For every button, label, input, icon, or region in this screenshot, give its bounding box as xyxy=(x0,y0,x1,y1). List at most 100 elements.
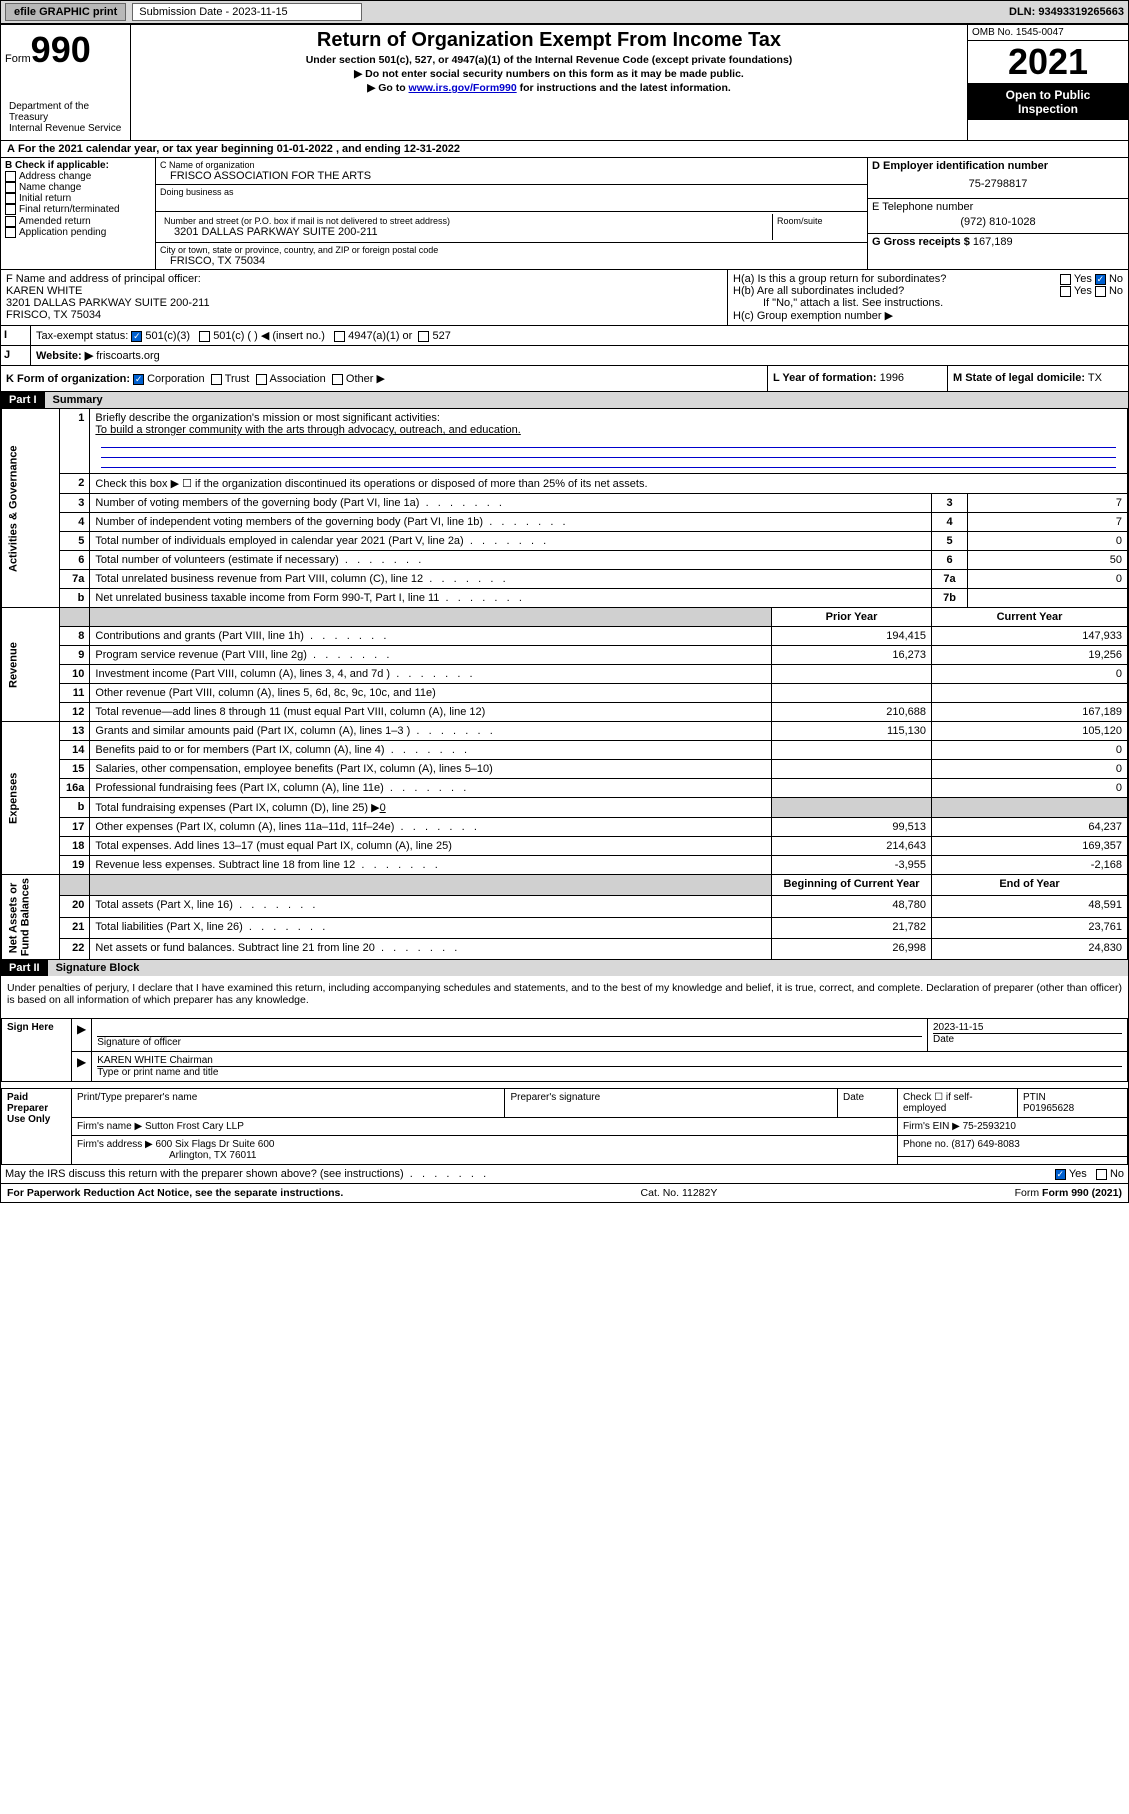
line-18-label: Total expenses. Add lines 13–17 (must eq… xyxy=(95,840,451,852)
line-20-prior: 48,780 xyxy=(772,896,932,917)
cb-ha-yes[interactable] xyxy=(1060,274,1071,285)
ein-value: 75-2798817 xyxy=(872,172,1124,196)
org-name: FRISCO ASSOCIATION FOR THE ARTS xyxy=(170,170,863,182)
box-f-label: F Name and address of principal officer: xyxy=(6,273,722,285)
inspection-box: Open to Public Inspection xyxy=(968,84,1128,120)
opt-assoc: Association xyxy=(270,373,326,385)
website-value: friscoarts.org xyxy=(96,350,160,362)
cb-hb-yes[interactable] xyxy=(1060,286,1071,297)
line-17-label: Other expenses (Part IX, column (A), lin… xyxy=(95,821,477,833)
line-22-curr: 24,830 xyxy=(932,938,1128,959)
cb-app-pending[interactable] xyxy=(5,227,16,238)
cb-final-return[interactable] xyxy=(5,204,16,215)
sub3-pre: Go to xyxy=(378,82,408,94)
line-12-prior: 210,688 xyxy=(772,703,932,722)
opt-amended: Amended return xyxy=(19,216,91,227)
line-17-prior: 99,513 xyxy=(772,818,932,837)
line-9-curr: 19,256 xyxy=(932,646,1128,665)
line-10-label: Investment income (Part VIII, column (A)… xyxy=(95,668,472,680)
line-9-label: Program service revenue (Part VIII, line… xyxy=(95,649,389,661)
gross-value: 167,189 xyxy=(973,236,1013,248)
domicile-value: TX xyxy=(1088,372,1102,384)
opt-name-change: Name change xyxy=(19,182,81,193)
cb-trust[interactable] xyxy=(211,374,222,385)
line-15-prior xyxy=(772,760,932,779)
line-13-curr: 105,120 xyxy=(932,722,1128,741)
may-irs-row: May the IRS discuss this return with the… xyxy=(1,1165,1128,1184)
line-21-curr: 23,761 xyxy=(932,917,1128,938)
cb-initial-return[interactable] xyxy=(5,193,16,204)
form-title: Return of Organization Exempt From Incom… xyxy=(135,29,963,52)
firm-phone-label: Phone no. xyxy=(903,1139,949,1150)
line-18-curr: 169,357 xyxy=(932,837,1128,856)
line-16b-label: Total fundraising expenses (Part IX, col… xyxy=(95,802,379,814)
efile-label[interactable]: efile GRAPHIC print xyxy=(5,3,126,21)
line-21-prior: 21,782 xyxy=(772,917,932,938)
line-8-prior: 194,415 xyxy=(772,627,932,646)
line-a-text: For the 2021 calendar year, or tax year … xyxy=(18,143,460,155)
omb-number: OMB No. 1545-0047 xyxy=(968,25,1128,41)
domicile-label: M State of legal domicile: xyxy=(953,372,1085,384)
officer-addr1: 3201 DALLAS PARKWAY SUITE 200-211 xyxy=(6,297,722,309)
cb-4947[interactable] xyxy=(334,331,345,342)
line-7a-label: Total unrelated business revenue from Pa… xyxy=(95,573,505,585)
line-a-letter: A xyxy=(7,143,15,155)
line-18-prior: 214,643 xyxy=(772,837,932,856)
cb-address-change[interactable] xyxy=(5,171,16,182)
irs-link[interactable]: www.irs.gov/Form990 xyxy=(409,82,517,94)
line-10-curr: 0 xyxy=(932,665,1128,684)
footer: For Paperwork Reduction Act Notice, see … xyxy=(1,1184,1128,1202)
cb-irs-yes[interactable] xyxy=(1055,1169,1066,1180)
line-16a-curr: 0 xyxy=(932,779,1128,798)
h-b-text: H(b) Are all subordinates included? xyxy=(733,285,904,297)
may-irs-label: May the IRS discuss this return with the… xyxy=(5,1168,486,1180)
h-a: H(a) Is this a group return for subordin… xyxy=(733,273,1123,285)
form-org-label: K Form of organization: xyxy=(6,373,130,385)
cb-ha-no[interactable] xyxy=(1095,274,1106,285)
preparer-date-label: Date xyxy=(838,1089,898,1118)
sign-here-label: Sign Here xyxy=(2,1019,72,1082)
gross-label: G Gross receipts $ xyxy=(872,236,970,248)
line-8-label: Contributions and grants (Part VIII, lin… xyxy=(95,630,386,642)
cb-527[interactable] xyxy=(418,331,429,342)
cb-assoc[interactable] xyxy=(256,374,267,385)
form-page: Form990 Department of the Treasury Inter… xyxy=(0,24,1129,1203)
ha-no: No xyxy=(1109,273,1123,285)
line-14-curr: 0 xyxy=(932,741,1128,760)
line-11-curr xyxy=(932,684,1128,703)
line-11-label: Other revenue (Part VIII, column (A), li… xyxy=(95,687,435,699)
cb-name-change[interactable] xyxy=(5,182,16,193)
opt-app-pending: Application pending xyxy=(19,227,106,238)
line-22-prior: 26,998 xyxy=(772,938,932,959)
submission-date-field[interactable] xyxy=(132,3,362,21)
irs-no: No xyxy=(1110,1168,1124,1180)
cb-irs-no[interactable] xyxy=(1096,1169,1107,1180)
sig-typed-label: Type or print name and title xyxy=(97,1066,1122,1078)
cb-501c[interactable] xyxy=(199,331,210,342)
subtitle-3: Go to www.irs.gov/Form990 for instructio… xyxy=(135,82,963,94)
firm-addr1: 600 Six Flags Dr Suite 600 xyxy=(156,1139,275,1150)
opt-trust: Trust xyxy=(225,373,250,385)
irs-yes: Yes xyxy=(1069,1168,1087,1180)
row-i: I Tax-exempt status: 501(c)(3) 501(c) ( … xyxy=(1,326,1128,346)
phone-value: (972) 810-1028 xyxy=(872,213,1124,231)
line-3-value: 7 xyxy=(968,494,1128,513)
cb-corp[interactable] xyxy=(133,374,144,385)
line-16a-label: Professional fundraising fees (Part IX, … xyxy=(95,782,466,794)
cb-amended[interactable] xyxy=(5,216,16,227)
cb-hb-no[interactable] xyxy=(1095,286,1106,297)
sig-date: 2023-11-15 xyxy=(933,1022,1122,1033)
part-2-title: Signature Block xyxy=(48,960,1128,976)
ein-label: D Employer identification number xyxy=(872,160,1124,172)
line-9-prior: 16,273 xyxy=(772,646,932,665)
cb-other[interactable] xyxy=(332,374,343,385)
entity-block: B Check if applicable: Address change Na… xyxy=(1,158,1128,270)
opt-final-return: Final return/terminated xyxy=(19,205,120,216)
sign-here-table: Sign Here Signature of officer 2023-11-1… xyxy=(1,1018,1128,1082)
row-j: J Website: ▶ friscoarts.org xyxy=(1,346,1128,366)
paid-preparer-table: Paid Preparer Use Only Print/Type prepar… xyxy=(1,1088,1128,1165)
tax-year: 2021 xyxy=(968,41,1128,84)
omb-cell: OMB No. 1545-0047 2021 Open to Public In… xyxy=(968,25,1128,140)
subtitle-2: Do not enter social security numbers on … xyxy=(135,68,963,80)
cb-501c3[interactable] xyxy=(131,331,142,342)
